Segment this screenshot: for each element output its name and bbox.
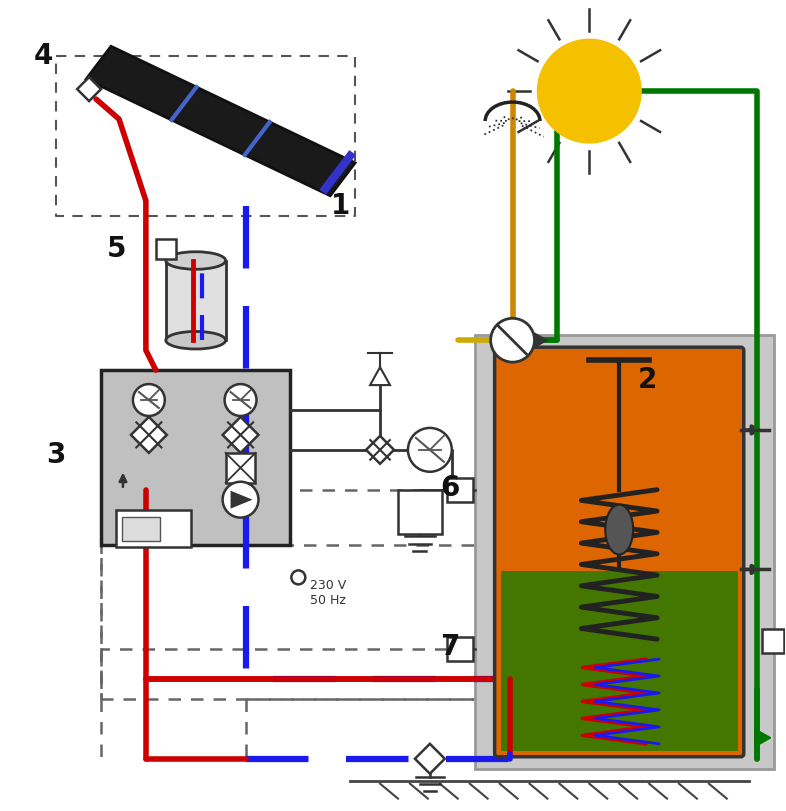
- Polygon shape: [230, 491, 252, 508]
- Text: 5: 5: [107, 234, 127, 263]
- Bar: [762, 629, 784, 653]
- Circle shape: [292, 570, 305, 585]
- Bar: [446, 478, 472, 502]
- Text: 6: 6: [440, 474, 460, 502]
- Bar: [501, 572, 738, 751]
- Bar: [116, 509, 191, 547]
- Bar: [475, 335, 773, 769]
- Polygon shape: [131, 417, 167, 453]
- Polygon shape: [755, 729, 770, 747]
- Bar: [156, 238, 176, 259]
- FancyBboxPatch shape: [494, 347, 744, 757]
- Bar: [446, 637, 472, 661]
- Circle shape: [133, 384, 165, 416]
- Bar: [166, 260, 226, 341]
- Bar: [398, 490, 442, 534]
- Polygon shape: [534, 333, 549, 348]
- Polygon shape: [86, 46, 355, 195]
- Circle shape: [225, 384, 256, 416]
- Polygon shape: [77, 77, 101, 101]
- Text: 7: 7: [440, 633, 460, 661]
- Polygon shape: [415, 744, 445, 774]
- Polygon shape: [370, 367, 390, 385]
- Text: 1: 1: [331, 191, 350, 220]
- Bar: [101, 370, 290, 544]
- Text: 4: 4: [34, 42, 53, 71]
- Text: 230 V
50 Hz: 230 V 50 Hz: [310, 579, 347, 607]
- Circle shape: [222, 482, 259, 517]
- Bar: [122, 517, 160, 540]
- Text: 3: 3: [46, 441, 66, 469]
- Ellipse shape: [166, 332, 226, 349]
- Circle shape: [408, 428, 452, 472]
- Ellipse shape: [166, 251, 226, 269]
- Polygon shape: [366, 436, 394, 464]
- Polygon shape: [222, 417, 259, 453]
- Circle shape: [538, 39, 641, 143]
- Bar: [226, 453, 255, 483]
- Text: 2: 2: [637, 366, 657, 394]
- Circle shape: [490, 318, 534, 363]
- Ellipse shape: [605, 504, 634, 555]
